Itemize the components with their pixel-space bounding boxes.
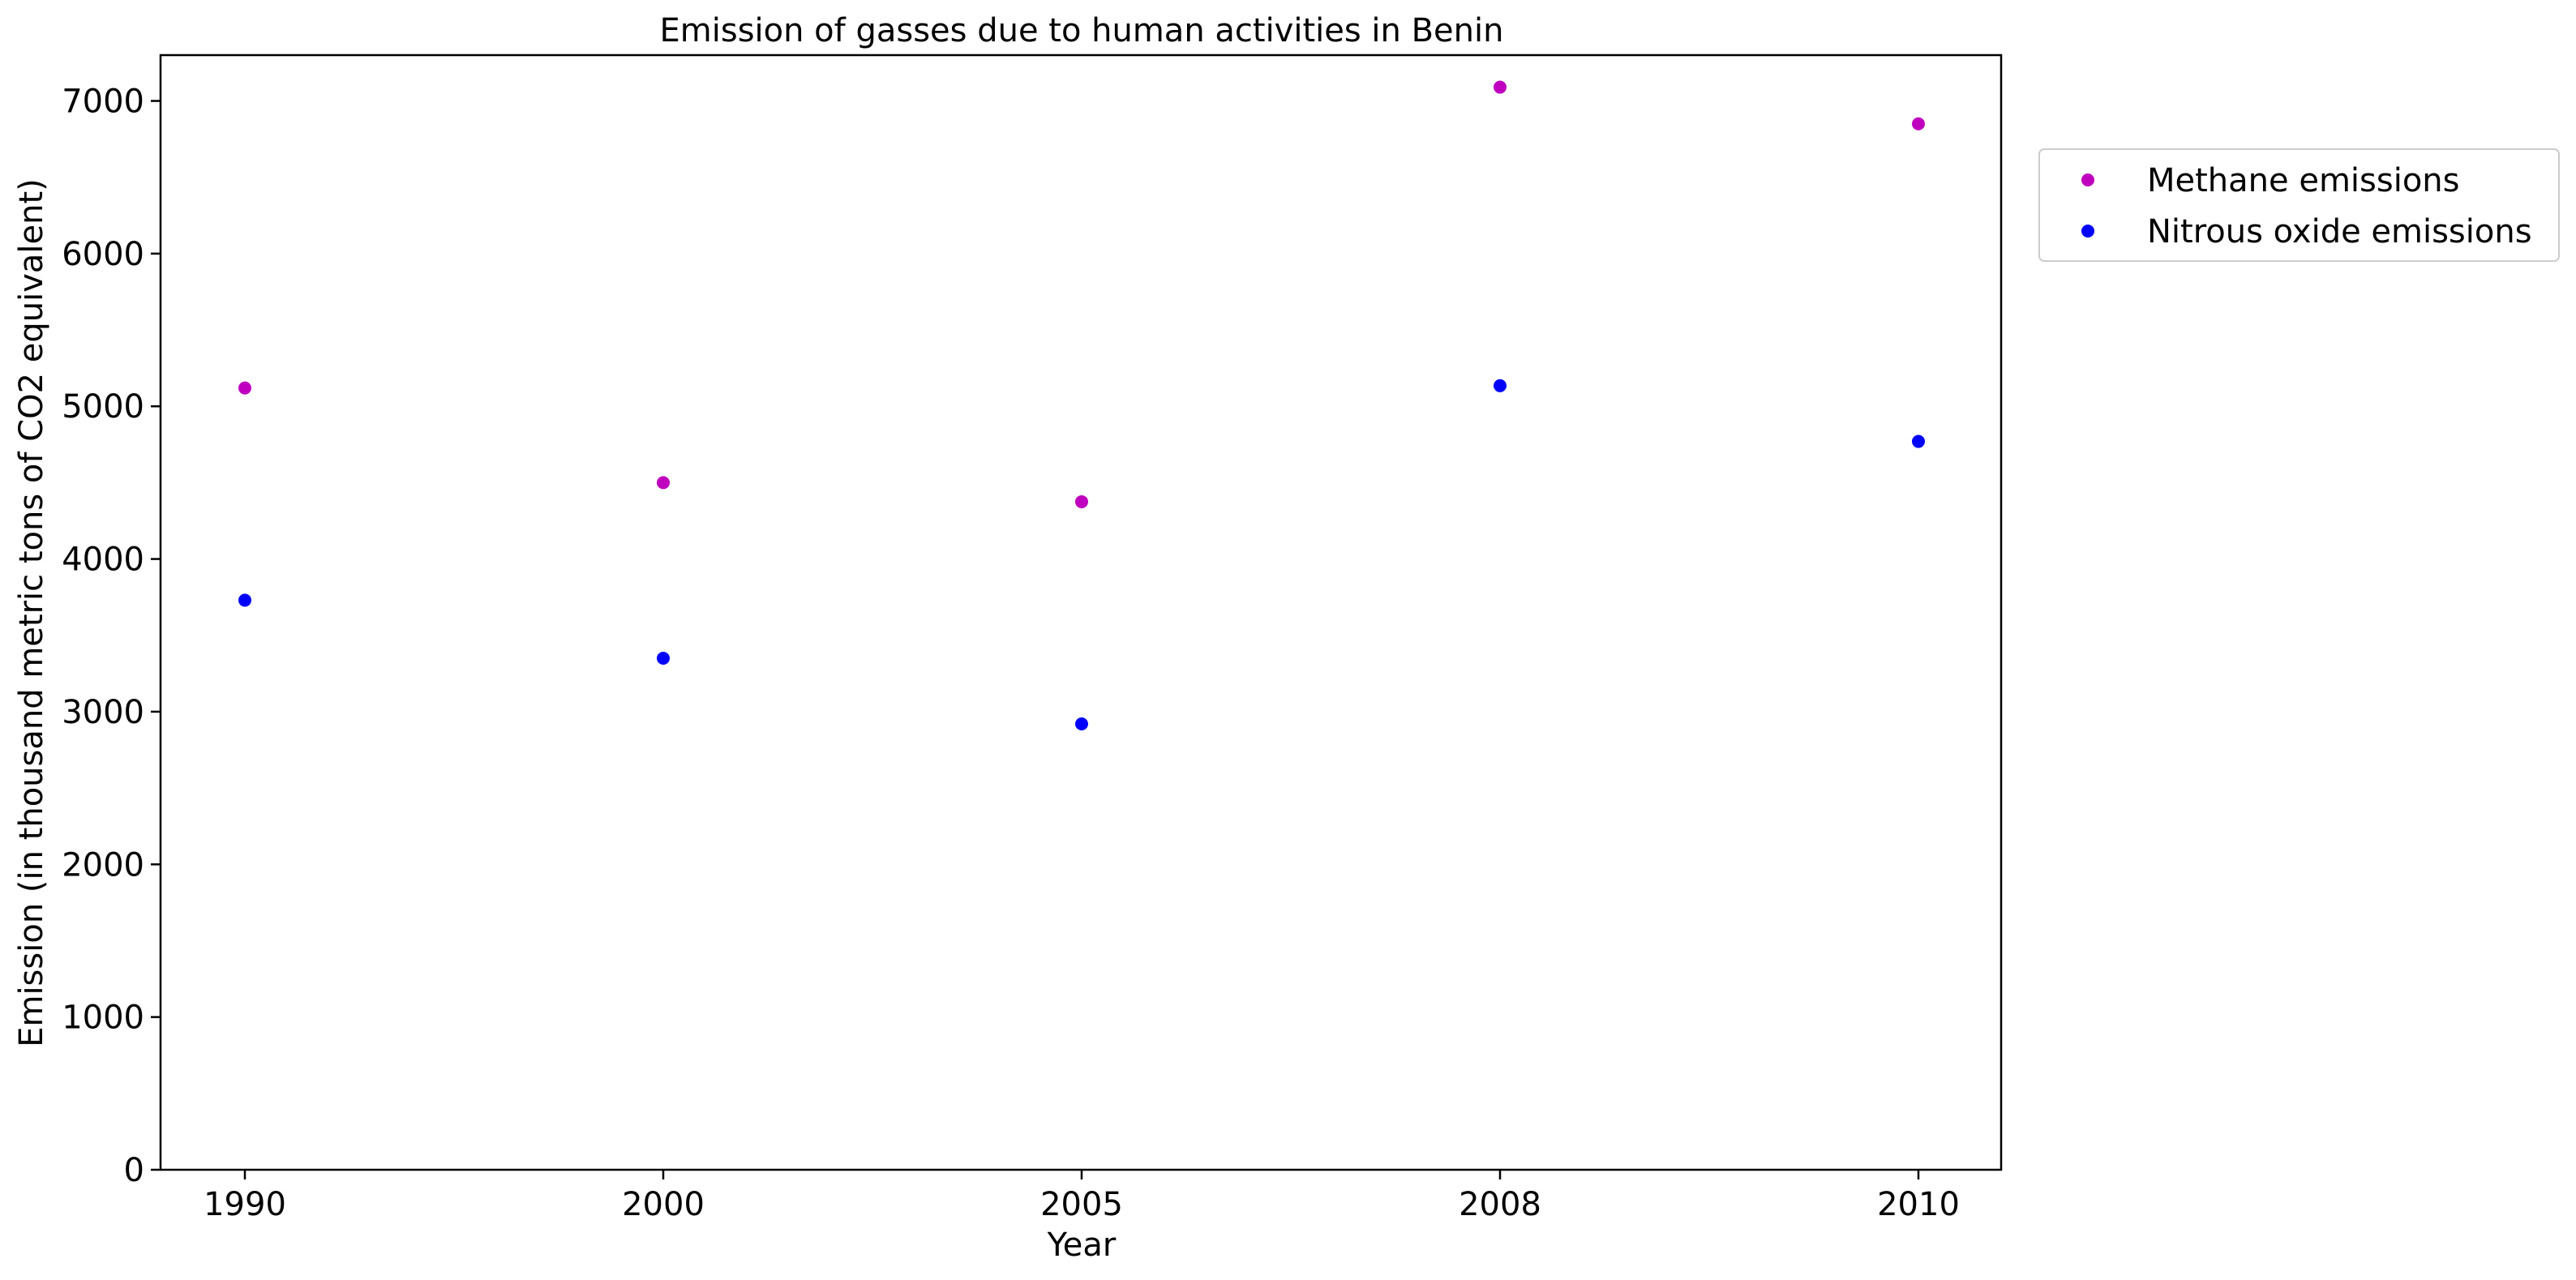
- y-axis-label: Emission (in thousand metric tons of CO2…: [13, 178, 50, 1047]
- x-axis-label: Year: [1047, 1226, 1117, 1264]
- legend-box: [2038, 148, 2560, 262]
- y-tick-label: 5000: [62, 388, 144, 426]
- data-point-series-0: [238, 381, 251, 395]
- x-tick-label: 2008: [1459, 1186, 1541, 1223]
- plot-area: [159, 54, 2003, 1171]
- legend-marker: [2081, 225, 2094, 238]
- data-points: [238, 80, 1925, 730]
- legend: Methane emissions Nitrous oxide emissions: [2038, 148, 2560, 262]
- data-point-series-0: [1075, 494, 1088, 508]
- data-point-series-0: [1912, 117, 1925, 131]
- y-tick-label: 3000: [62, 694, 144, 731]
- x-tick-label: 1990: [204, 1186, 286, 1223]
- x-axis: 1990 2000 2005 2008 2010: [204, 1170, 1960, 1223]
- x-tick-label: 2010: [1877, 1186, 1960, 1223]
- y-tick-label: 1000: [62, 1000, 144, 1037]
- data-point-series-1: [238, 593, 251, 607]
- data-point-series-0: [1494, 80, 1507, 94]
- legend-label: Methane emissions: [2147, 162, 2460, 199]
- data-point-series-1: [1075, 717, 1088, 730]
- x-tick-label: 2000: [622, 1186, 705, 1223]
- y-axis: 0 1000 2000 3000 4000 5000 6000 7000: [62, 83, 161, 1189]
- data-point-series-0: [657, 476, 670, 490]
- y-tick-label: 0: [124, 1152, 144, 1189]
- x-tick-label: 2005: [1040, 1186, 1123, 1223]
- y-tick-label: 2000: [62, 846, 144, 884]
- y-tick-label: 6000: [62, 236, 144, 273]
- y-tick-label: 4000: [62, 542, 144, 579]
- legend-label: Nitrous oxide emissions: [2147, 213, 2532, 250]
- data-point-series-1: [1912, 435, 1925, 448]
- chart-title: Emission of gasses due to human activiti…: [660, 12, 1504, 49]
- data-point-series-1: [1494, 379, 1507, 392]
- y-tick-label: 7000: [62, 83, 144, 121]
- legend-marker: [2081, 173, 2094, 186]
- data-point-series-1: [657, 652, 670, 666]
